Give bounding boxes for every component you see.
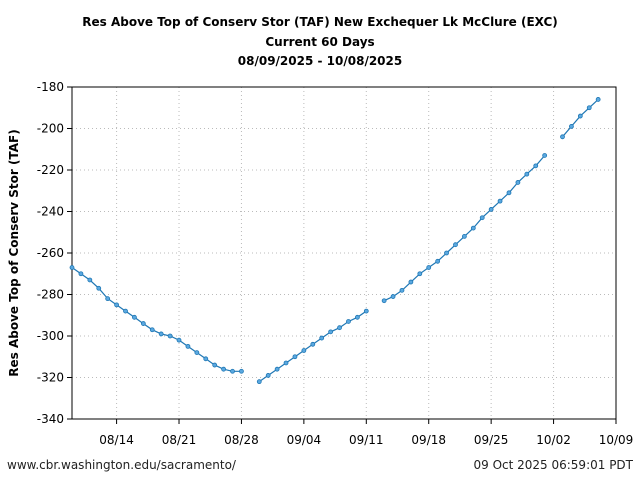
data-point: [328, 329, 334, 335]
data-point: [399, 287, 405, 293]
y-tick-label: -320: [37, 371, 64, 385]
data-point: [230, 368, 235, 374]
chart-title-line1: Res Above Top of Conserv Stor (TAF) New …: [82, 15, 558, 29]
data-point: [435, 258, 441, 264]
data-point: [239, 368, 244, 374]
data-point: [319, 335, 325, 341]
data-point: [569, 124, 574, 129]
data-point: [274, 366, 280, 372]
data-point: [497, 198, 503, 204]
chart-title-line3: 08/09/2025 - 10/08/2025: [237, 54, 403, 68]
data-point: [444, 250, 449, 256]
data-point: [265, 373, 271, 378]
data-point: [310, 341, 316, 347]
data-point: [337, 325, 342, 331]
y-tick-label: -240: [37, 205, 64, 219]
data-point: [542, 153, 548, 158]
data-point: [461, 233, 467, 239]
y-tick-label: -180: [37, 80, 64, 94]
data-point: [105, 296, 111, 302]
data-point: [96, 285, 102, 291]
y-axis-label: Res Above Top of Conserv Stor (TAF): [7, 129, 21, 376]
data-point: [515, 180, 521, 185]
x-tick-label: 09/25: [474, 433, 509, 447]
y-tick-label: -200: [37, 122, 64, 136]
data-point: [212, 362, 218, 368]
data-point: [354, 314, 360, 320]
y-tick-label: -220: [37, 163, 64, 177]
data-point: [123, 308, 128, 314]
data-point: [140, 321, 146, 326]
timestamp: 09 Oct 2025 06:59:01 PDT: [473, 458, 633, 472]
y-tick-label: -300: [37, 329, 64, 343]
data-point: [470, 225, 476, 231]
data-point: [426, 265, 432, 270]
data-point: [417, 271, 423, 277]
source-url: www.cbr.washington.edu/sacramento/: [7, 458, 236, 472]
data-point: [586, 105, 592, 111]
data-point: [78, 271, 84, 277]
data-point: [292, 354, 298, 360]
data-point: [479, 215, 485, 221]
data-point: [577, 113, 583, 119]
data-point: [185, 343, 191, 349]
data-point: [560, 134, 565, 140]
data-point: [381, 298, 387, 304]
y-tick-label: -260: [37, 246, 64, 260]
x-tick-label: 08/28: [224, 433, 259, 447]
data-point: [283, 360, 289, 366]
data-point: [132, 314, 137, 320]
data-point: [506, 190, 512, 196]
data-point: [301, 348, 307, 353]
data-point: [69, 265, 75, 270]
data-point: [114, 302, 119, 308]
series-line: [383, 155, 546, 302]
x-tick-label: 10/02: [536, 433, 571, 447]
x-tick-label: 08/21: [162, 433, 197, 447]
data-point: [595, 97, 601, 102]
data-point: [194, 350, 200, 356]
x-tick-label: 09/11: [349, 433, 384, 447]
data-point: [524, 171, 530, 177]
series-line: [71, 267, 242, 372]
data-point: [346, 319, 351, 324]
y-tick-label: -340: [37, 412, 64, 426]
data-point: [363, 308, 369, 314]
data-point: [488, 207, 494, 212]
data-point: [533, 163, 539, 169]
x-tick-label: 09/18: [411, 433, 446, 447]
x-tick-label: 10/09: [599, 433, 634, 447]
data-point: [158, 331, 164, 337]
x-tick-label: 09/04: [287, 433, 322, 447]
y-tick-label: -280: [37, 288, 64, 302]
data-point: [149, 327, 155, 333]
chart-title-line2: Current 60 Days: [265, 35, 375, 49]
data-point: [203, 356, 209, 362]
data-point: [453, 242, 458, 248]
x-tick-label: 08/14: [99, 433, 134, 447]
data-point: [87, 277, 93, 283]
data-point: [176, 337, 182, 343]
data-point: [167, 333, 173, 339]
data-point: [221, 366, 227, 372]
data-point: [408, 279, 414, 285]
data-point: [256, 379, 262, 385]
data-point: [390, 294, 396, 299]
